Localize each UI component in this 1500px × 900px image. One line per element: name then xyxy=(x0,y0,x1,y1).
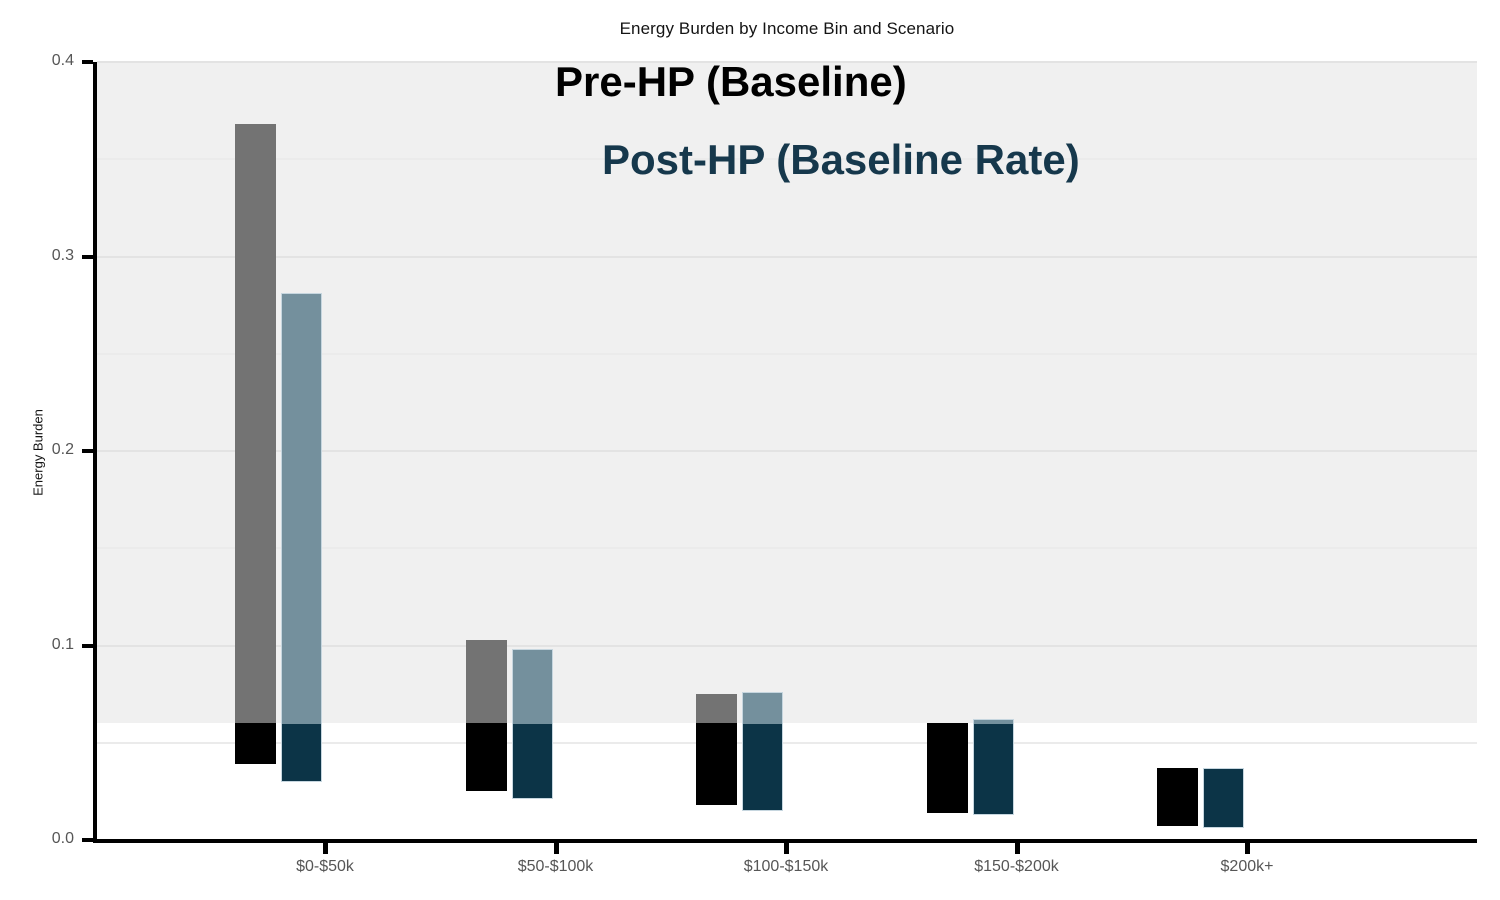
bar-pre-hp-0 xyxy=(235,124,276,765)
gridline-0.25 xyxy=(97,352,1477,355)
bar-pre-hp-4 xyxy=(1157,768,1198,827)
bar-segment-above-threshold xyxy=(743,693,782,725)
gridline-0.35 xyxy=(97,158,1477,161)
y-tick-label-0.0: 0.0 xyxy=(51,830,74,847)
x-tick-label-2: $100-$150k xyxy=(743,858,829,875)
y-tick-label-0.4: 0.4 xyxy=(51,52,74,69)
y-tick-label-0.3: 0.3 xyxy=(51,246,74,264)
bar-segment-below-threshold xyxy=(926,723,968,813)
plot-area: Pre-HP (Baseline) Post-HP (Baseline Rate… xyxy=(97,58,1477,840)
legend-label-pre-hp: Pre-HP (Baseline) xyxy=(555,58,907,105)
bar-segment-above-threshold xyxy=(465,639,507,724)
y-tick-0.2 xyxy=(82,449,93,453)
x-tick-0 xyxy=(323,843,328,854)
chart-title: Energy Burden by Income Bin and Scenario xyxy=(619,19,955,38)
gridline-0.05 xyxy=(97,741,1477,744)
bar-segment-above-threshold xyxy=(512,650,552,725)
x-tick-label-3: $150-$200k xyxy=(974,858,1059,875)
gridline-0.40 xyxy=(97,61,1477,63)
x-tick-label-4: $200k+ xyxy=(1220,858,1274,875)
bar-segment-above-threshold xyxy=(696,694,737,724)
bar-segment-below-threshold xyxy=(743,724,782,810)
bar-pre-hp-3 xyxy=(926,723,968,813)
bar-segment-above-threshold xyxy=(235,124,276,724)
bar-segment-below-threshold xyxy=(512,724,552,799)
gridline-0.30 xyxy=(97,255,1477,258)
x-tick-label-1: $50-$100k xyxy=(517,858,594,875)
bar-segment-below-threshold xyxy=(1157,768,1198,827)
bar-segment-below-threshold xyxy=(282,724,321,781)
y-tick-0.4 xyxy=(82,60,93,64)
bar-post-hp-1 xyxy=(511,649,553,800)
x-tick-4 xyxy=(1245,843,1250,854)
bar-pre-hp-1 xyxy=(465,639,507,792)
x-axis-line xyxy=(93,839,1477,843)
x-tick-3 xyxy=(1014,843,1020,854)
x-tick-label-0: $0-$50k xyxy=(296,858,354,875)
bar-segment-above-threshold xyxy=(973,720,1013,725)
x-tick-2 xyxy=(784,843,789,854)
bar-segment-below-threshold xyxy=(1204,769,1243,828)
gridline-0.10 xyxy=(97,644,1477,647)
bar-post-hp-3 xyxy=(972,719,1014,815)
x-tick-1 xyxy=(553,843,559,854)
y-tick-0.0 xyxy=(82,838,93,842)
bar-segment-below-threshold xyxy=(973,724,1013,814)
y-axis-line xyxy=(93,62,97,843)
y-tick-0.1 xyxy=(82,643,93,648)
bar-post-hp-2 xyxy=(742,692,783,811)
legend-label-post-hp: Post-HP (Baseline Rate) xyxy=(602,136,1080,183)
y-tick-label-0.2: 0.2 xyxy=(51,441,74,458)
bar-post-hp-0 xyxy=(281,293,322,782)
gridline-0.15 xyxy=(97,547,1477,550)
bar-segment-above-threshold xyxy=(282,294,321,725)
y-tick-0.3 xyxy=(82,254,93,259)
bar-pre-hp-2 xyxy=(696,694,737,805)
bar-segment-below-threshold xyxy=(465,723,507,792)
bar-segment-below-threshold xyxy=(696,723,737,805)
bar-segment-below-threshold xyxy=(235,723,276,765)
threshold-shaded-band xyxy=(97,62,1477,724)
y-tick-label-0.1: 0.1 xyxy=(51,635,74,653)
bar-post-hp-4 xyxy=(1203,768,1244,829)
gridline-0.20 xyxy=(97,450,1477,452)
